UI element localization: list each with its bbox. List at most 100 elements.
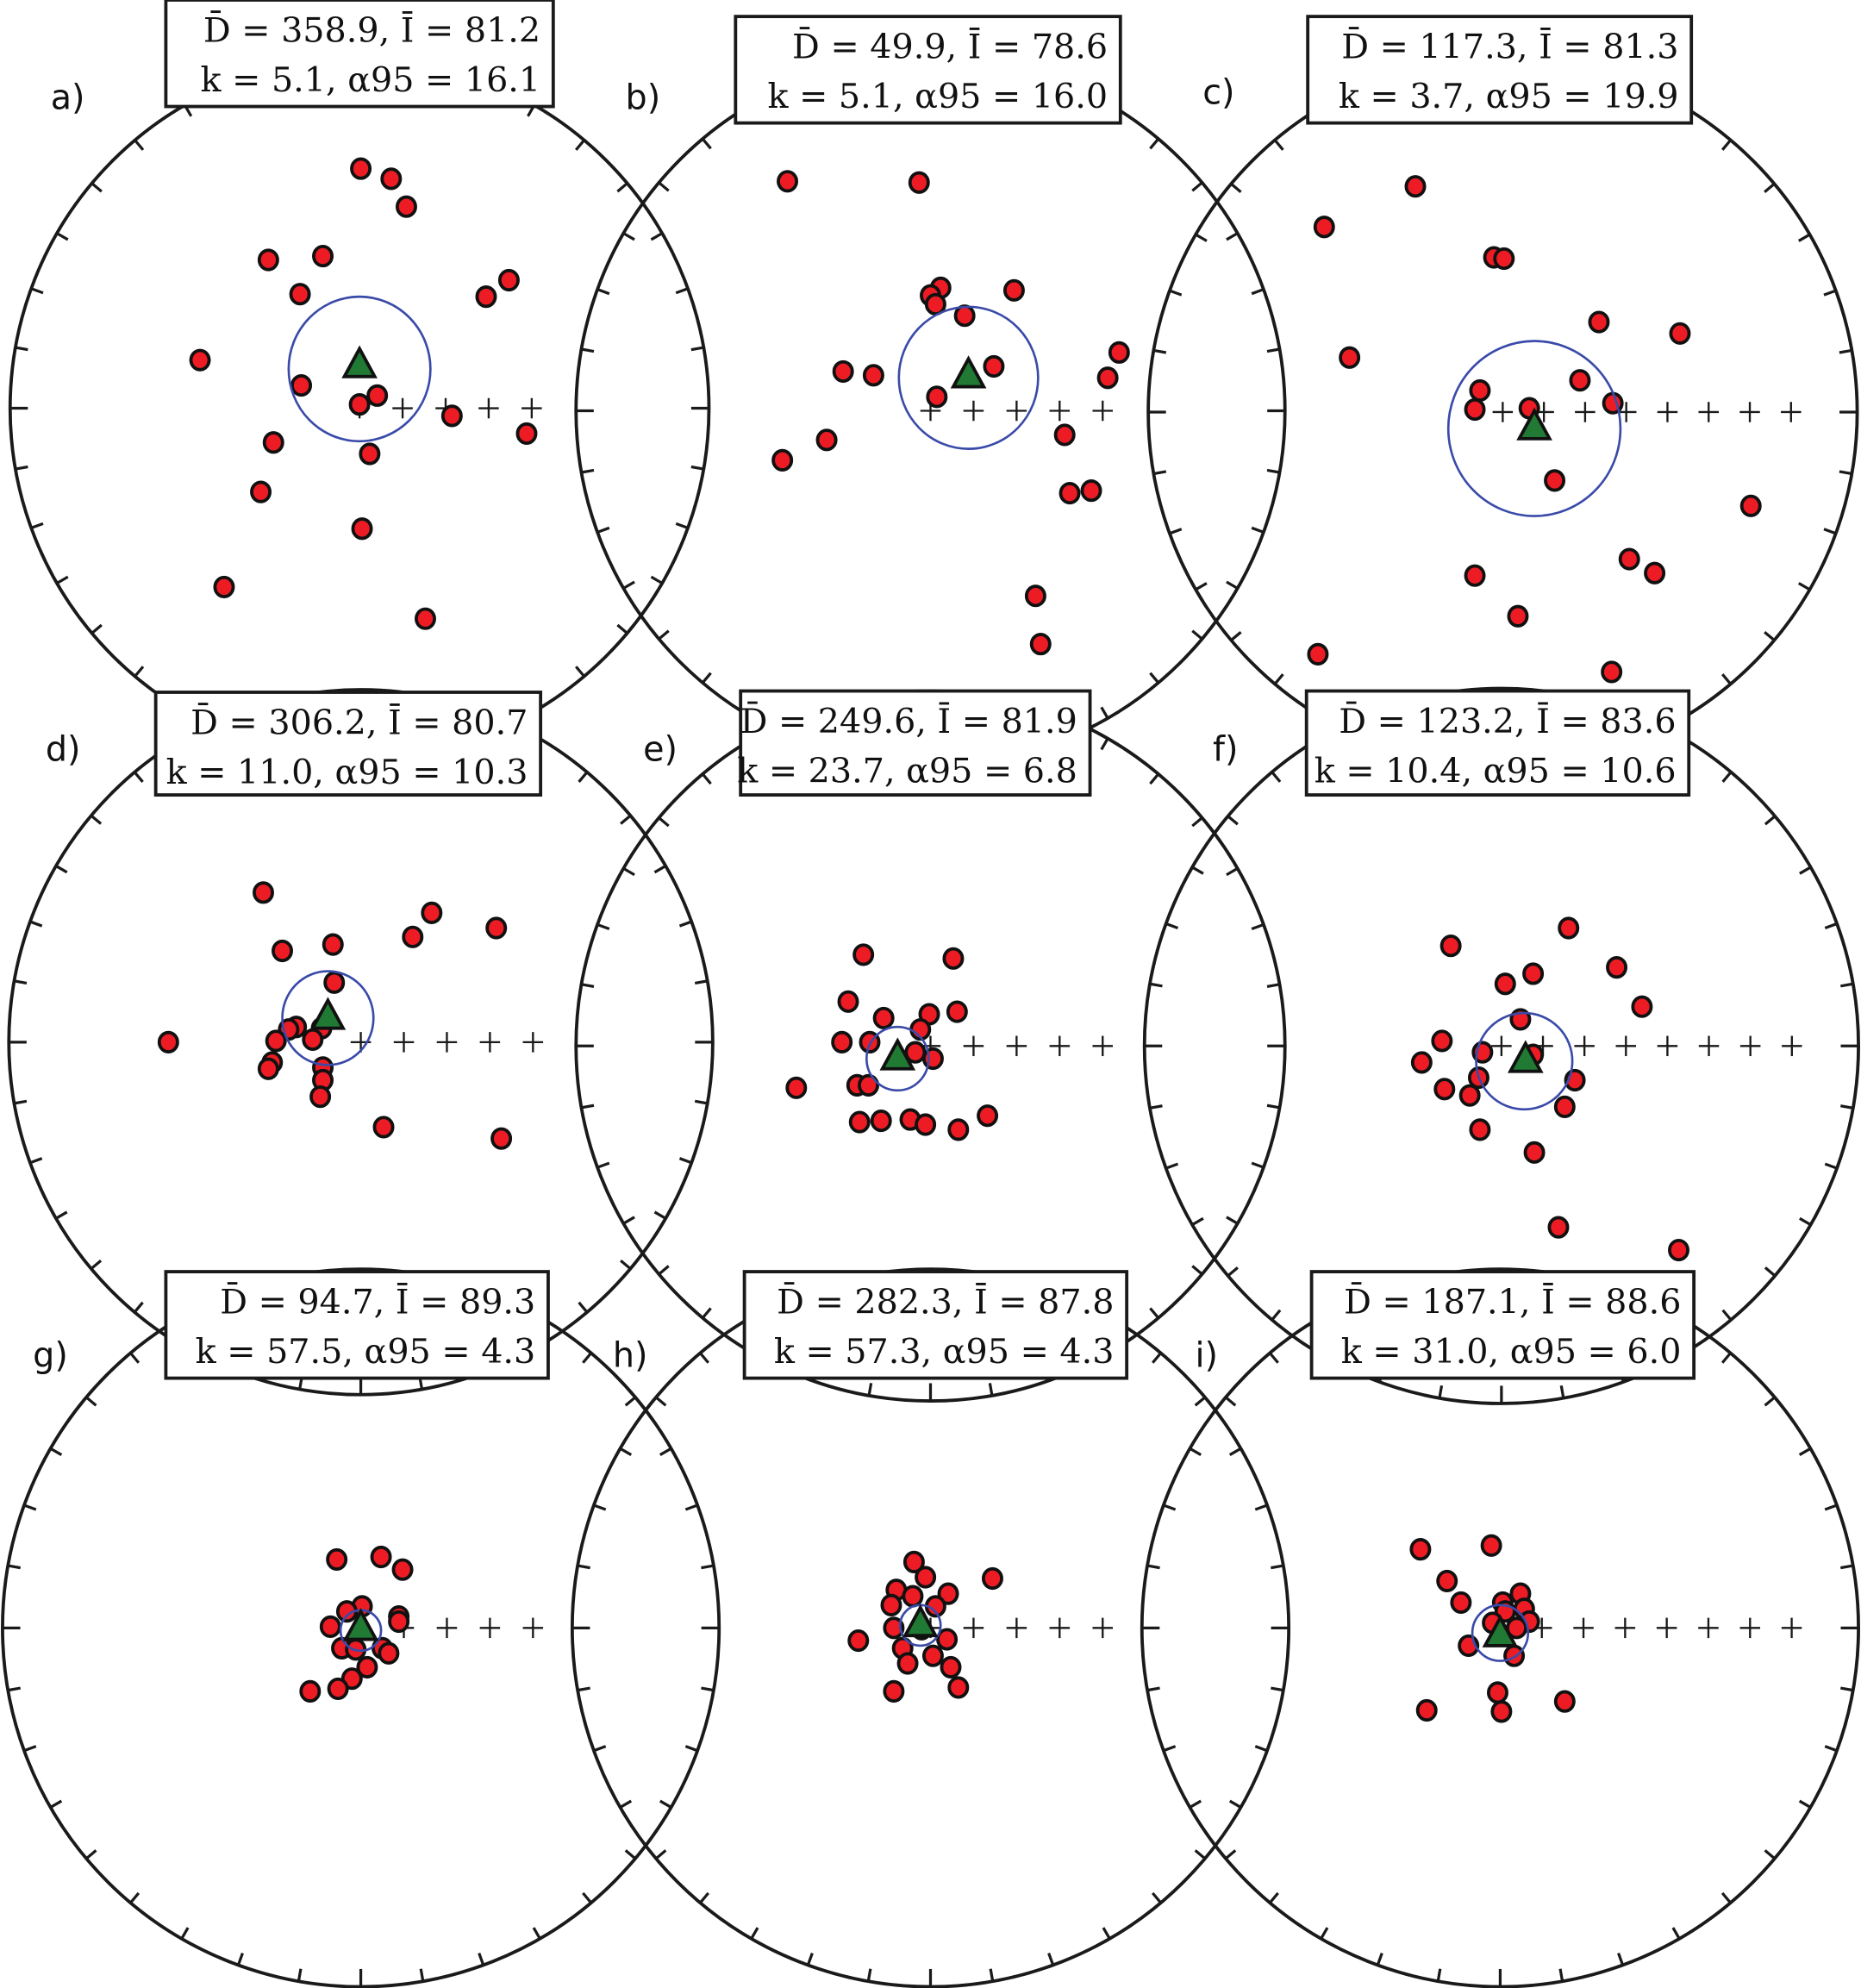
tick-mark: [1149, 672, 1160, 684]
mean-direction-triangle: [342, 1608, 379, 1641]
tick-mark: [1273, 673, 1284, 685]
alpha95-confidence-circle: [1475, 1011, 1574, 1111]
tick-mark: [619, 1799, 633, 1809]
data-point: [1507, 604, 1529, 628]
data-point: [815, 428, 838, 452]
mean-direction-text: D̄ = 249.6, Ī = 81.9: [740, 701, 1077, 741]
data-point: [1450, 1591, 1472, 1615]
data-point: [157, 1030, 179, 1053]
data-point: [257, 248, 279, 272]
tick-mark: [1376, 1953, 1383, 1966]
tick-mark: [29, 920, 43, 928]
tick-mark: [1764, 1266, 1777, 1278]
data-point: [213, 575, 235, 599]
tick-mark: [1824, 922, 1838, 930]
inclination-crosses: [1491, 1035, 1802, 1057]
data-point: [289, 283, 311, 306]
data-point: [883, 1679, 905, 1703]
tick-mark: [1165, 922, 1179, 930]
tick-mark: [1149, 1307, 1160, 1319]
data-point: [977, 1104, 999, 1128]
mean-direction-triangle: [309, 997, 347, 1030]
tick-mark: [30, 522, 44, 529]
tick-mark: [56, 575, 69, 585]
data-point: [322, 933, 344, 956]
data-point: [1569, 369, 1591, 392]
data-point: [327, 1677, 349, 1701]
stereonet-panel-i: [1140, 1267, 1860, 1988]
data-point: [870, 1109, 892, 1133]
data-point: [1523, 1141, 1546, 1164]
mean-direction-text: D̄ = 282.3, Ī = 87.8: [777, 1281, 1114, 1322]
tick-mark: [593, 1504, 607, 1511]
tick-mark: [1191, 629, 1203, 641]
tick-mark: [1194, 1396, 1206, 1407]
tick-mark: [1799, 866, 1812, 875]
panel-label: h): [613, 1335, 648, 1375]
alpha95-confidence-circle: [287, 295, 432, 443]
tick-mark: [619, 1447, 633, 1456]
tick-mark: [574, 139, 585, 151]
tick-mark: [866, 1968, 872, 1982]
statistics-box-c: D̄ = 117.3, Ī = 81.3 k = 3.7, α95 = 19.9 c…: [1202, 15, 1694, 125]
tick-mark: [1273, 139, 1284, 151]
panel-label: a): [51, 78, 85, 117]
tick-mark: [622, 1216, 635, 1225]
data-point: [1522, 962, 1545, 985]
tick-mark: [582, 1891, 592, 1904]
tick-mark: [1169, 528, 1183, 535]
tick-mark: [658, 629, 670, 641]
data-point: [858, 1073, 880, 1097]
data-point: [515, 422, 538, 446]
tick-mark: [1764, 1396, 1776, 1407]
mean-direction-text: D̄ = 358.9, Ī = 81.2: [203, 9, 540, 50]
data-point: [348, 393, 371, 416]
tick-mark: [1226, 580, 1239, 590]
tick-mark: [988, 1383, 994, 1397]
tick-mark: [659, 1799, 672, 1809]
tick-mark: [1559, 1385, 1565, 1399]
data-point: [983, 354, 1005, 378]
data-point: [290, 373, 313, 397]
statistics-box-b: D̄ = 49.9, Ī = 78.6 k = 5.1, α95 = 16.0 b): [626, 15, 1122, 125]
panel-label: f): [1213, 729, 1238, 769]
data-point: [1002, 278, 1025, 302]
data-point: [1024, 585, 1046, 608]
data-point: [1307, 642, 1329, 666]
tick-mark: [690, 346, 704, 352]
tick-mark: [650, 575, 663, 585]
tick-mark: [134, 139, 145, 151]
tick-mark: [596, 526, 610, 534]
data-point: [359, 442, 381, 466]
statistics-box-frame: [1306, 15, 1694, 125]
tick-mark: [1840, 1104, 1854, 1110]
data-point: [953, 304, 976, 328]
tick-mark: [1269, 1352, 1279, 1364]
data-point: [1410, 1051, 1433, 1074]
tick-mark: [1163, 1745, 1177, 1753]
tick-mark: [7, 1686, 21, 1692]
data-point: [1669, 322, 1691, 345]
mean-direction-text: D̄ = 117.3, Ī = 81.3: [1341, 26, 1678, 66]
tick-mark: [684, 1745, 698, 1753]
tick-mark: [655, 1396, 667, 1407]
tick-mark: [1266, 347, 1280, 353]
tick-mark: [596, 922, 610, 931]
tick-mark: [55, 1210, 68, 1220]
tick-mark: [694, 979, 708, 985]
mean-direction-text: D̄ = 123.2, Ī = 83.6: [1339, 701, 1676, 741]
tick-mark: [1149, 982, 1163, 988]
tick-mark: [15, 346, 28, 352]
tick-mark: [1251, 922, 1265, 931]
tick-mark: [23, 1745, 37, 1753]
tick-mark: [1224, 1396, 1237, 1407]
data-point: [832, 359, 854, 383]
data-point: [1059, 481, 1081, 505]
tick-mark: [578, 771, 589, 783]
tick-mark: [1720, 1891, 1732, 1904]
tick-mark: [1191, 1265, 1203, 1276]
panel-label: g): [33, 1335, 68, 1375]
data-point: [837, 990, 859, 1013]
inclination-crosses: [920, 1035, 1113, 1057]
data-point: [257, 1057, 279, 1080]
